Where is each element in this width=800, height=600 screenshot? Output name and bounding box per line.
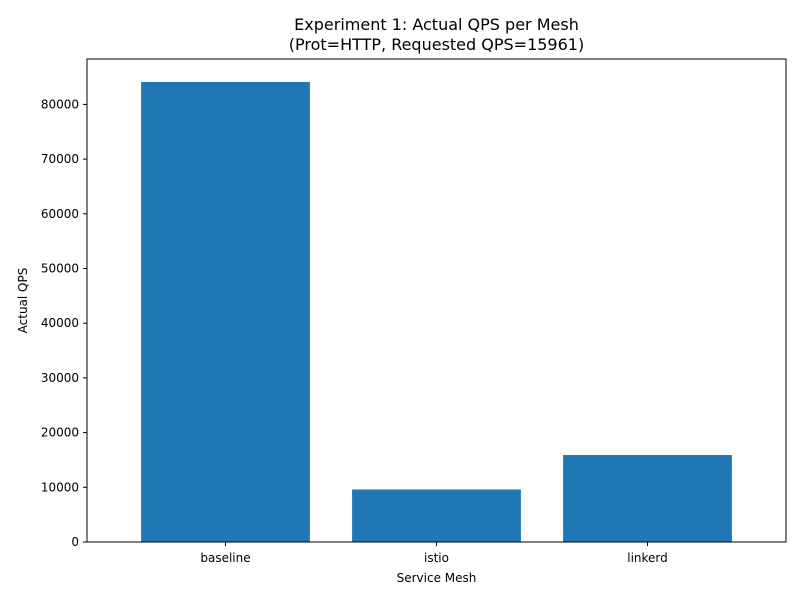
x-axis-ticks: baseline istio linkerd <box>200 542 668 565</box>
bar-linkerd <box>563 455 732 542</box>
x-tick-label: istio <box>424 551 449 565</box>
y-tick-label: 60000 <box>41 207 79 221</box>
x-axis-label: Service Mesh <box>397 571 477 585</box>
y-tick-label: 0 <box>71 535 79 549</box>
chart-title-line2: (Prot=HTTP, Requested QPS=15961) <box>289 35 584 54</box>
y-tick-label: 30000 <box>41 371 79 385</box>
x-tick-label: linkerd <box>627 551 668 565</box>
chart-title-line1: Experiment 1: Actual QPS per Mesh <box>294 15 579 34</box>
x-tick-label: baseline <box>200 551 250 565</box>
y-tick-label: 70000 <box>41 152 79 166</box>
y-tick-label: 10000 <box>41 480 79 494</box>
y-tick-label: 80000 <box>41 97 79 111</box>
y-tick-label: 40000 <box>41 316 79 330</box>
y-tick-label: 20000 <box>41 426 79 440</box>
y-tick-label: 50000 <box>41 262 79 276</box>
bars-group <box>141 81 732 543</box>
plot-frame <box>86 58 787 543</box>
bar-istio <box>352 489 521 542</box>
bar-baseline <box>141 81 310 543</box>
y-axis-label: Actual QPS <box>16 268 30 334</box>
y-axis-ticks: 0 10000 20000 30000 40000 50000 60000 70000 8000… <box>41 97 87 549</box>
